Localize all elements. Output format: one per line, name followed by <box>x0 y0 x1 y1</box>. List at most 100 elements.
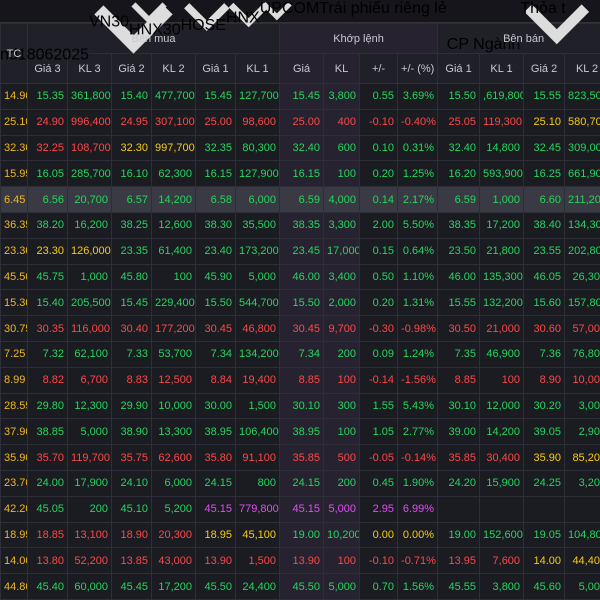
column-header: Giá 2 <box>523 53 566 84</box>
column-header: KL <box>323 53 361 84</box>
cell: 5.43% <box>397 392 439 420</box>
cell: 800 <box>234 469 281 497</box>
column-header: Giá <box>279 53 325 84</box>
cell: 127,900 <box>234 160 281 188</box>
cell: 152,600 <box>479 521 525 549</box>
cell: 7.36 <box>523 340 566 368</box>
cell: 30.20 <box>523 392 566 420</box>
tab[interactable]: HOSE <box>181 0 269 34</box>
cell: 45.60 <box>523 573 566 600</box>
reference-price: 36.35 <box>0 211 28 239</box>
cell: 1,500 <box>234 547 281 575</box>
board-row: 7.25 7.32 62,100 7.33 53,700 7.34 134,200 7.34 2… <box>0 340 600 368</box>
tab-label: UPCOM <box>259 0 320 17</box>
reference-price: 42.20 <box>0 495 28 523</box>
cell: 62,600 <box>151 444 196 471</box>
chevron <box>261 2 292 21</box>
cell: 134,300 <box>564 211 600 239</box>
cell: 13.95 <box>437 547 481 575</box>
tab-label: VN30 <box>88 13 130 31</box>
cell: 7.35 <box>437 340 481 368</box>
cell: 30.50 <box>437 315 481 342</box>
cell: 0.20 <box>359 289 399 317</box>
tab[interactable]: HNX <box>226 0 292 27</box>
cell: 4,000 <box>323 186 361 213</box>
cell: 14.00 <box>523 547 566 575</box>
cell: 779,800 <box>234 495 281 523</box>
cell: 19,400 <box>234 366 281 394</box>
column-header: +/- <box>359 53 399 84</box>
cell: 5,000 <box>564 573 600 600</box>
cell: 32.45 <box>523 134 566 162</box>
cell: 823,500 <box>564 83 600 110</box>
cell: 13.80 <box>27 547 68 575</box>
cell: 0.10 <box>359 134 399 162</box>
column-header: KL 2 <box>564 53 600 84</box>
cell: 2.17% <box>397 186 439 213</box>
reference-price: 45.50 <box>0 263 28 291</box>
reference-price: 28.55 <box>0 392 28 420</box>
cell: 23.30 <box>27 237 68 265</box>
cell: 46.00 <box>437 263 481 291</box>
cell: 8.85 <box>437 366 481 394</box>
cell: -0.10 <box>359 108 399 136</box>
board-row: 18.9518.8513,10018.9020,30018.9545,10019… <box>0 521 600 549</box>
cell: 307,100 <box>151 108 196 136</box>
cell: 3,300 <box>323 211 361 239</box>
tab[interactable]: UPCOM <box>260 0 320 22</box>
tab[interactable]: nd18062025 <box>0 0 173 63</box>
cell: 17,900 <box>67 469 112 497</box>
board-row: 14.0013.8052,20013.8543,00013.901,50013.… <box>0 547 600 575</box>
cell: 24.20 <box>437 469 481 497</box>
tab[interactable]: CP Ngành <box>447 0 590 53</box>
cell: 35.70 <box>27 444 68 471</box>
cell: 19.00 <box>279 521 325 549</box>
cell: 116,000 <box>67 315 112 342</box>
cell: 134,200 <box>234 340 281 368</box>
cell: 16.15 <box>279 160 325 188</box>
cell: -0.10 <box>359 547 399 575</box>
cell: 1.05 <box>359 418 399 446</box>
cell: 5,000 <box>67 418 112 446</box>
tab[interactable]: Trái phiếu riêng lẻ <box>319 0 446 22</box>
cell: 35,500 <box>234 211 281 239</box>
cell: 45.40 <box>27 573 68 600</box>
cell: 6.59 <box>437 186 481 213</box>
cell: 38.30 <box>195 211 236 239</box>
tab[interactable]: Thỏa t <box>520 0 565 22</box>
cell: 6,700 <box>67 366 112 394</box>
cell: 996,400 <box>67 108 112 136</box>
cell: 19.00 <box>437 521 481 549</box>
cell: 44,400 <box>564 547 600 575</box>
cell: 38.40 <box>523 211 566 239</box>
empty-cell <box>479 495 525 523</box>
cell: 7.32 <box>27 340 68 368</box>
reference-price: 30.75 <box>0 315 28 342</box>
cell: 361,800 <box>67 83 112 110</box>
cell: 6.59 <box>279 186 325 213</box>
empty-cell <box>564 495 600 523</box>
tab[interactable]: HNX30 <box>129 0 230 38</box>
cell: 10,000 <box>151 392 196 420</box>
cell: 0.14 <box>359 186 399 213</box>
cell: 1.55 <box>359 392 399 420</box>
cell: 23.50 <box>437 237 481 265</box>
cell: 3,800 <box>479 573 525 600</box>
cell: 46,900 <box>479 340 525 368</box>
cell: 32.40 <box>279 134 325 162</box>
tab-label: HNX <box>225 9 260 27</box>
cell: -1.56% <box>397 366 439 394</box>
tab[interactable]: VN30 <box>89 0 167 31</box>
cell: 600 <box>323 134 361 162</box>
cell: 14,200 <box>479 418 525 446</box>
cell: 157,800 <box>564 289 600 317</box>
cell: 8.84 <box>195 366 236 394</box>
cell: 39.00 <box>437 418 481 446</box>
cell: 16.05 <box>27 160 68 188</box>
cell: 0.64% <box>397 237 439 265</box>
cell: 108,700 <box>67 134 112 162</box>
cell: 45.90 <box>195 263 236 291</box>
cell: 38.35 <box>279 211 325 239</box>
cell: -0.14% <box>397 444 439 471</box>
cell: 35.75 <box>111 444 152 471</box>
